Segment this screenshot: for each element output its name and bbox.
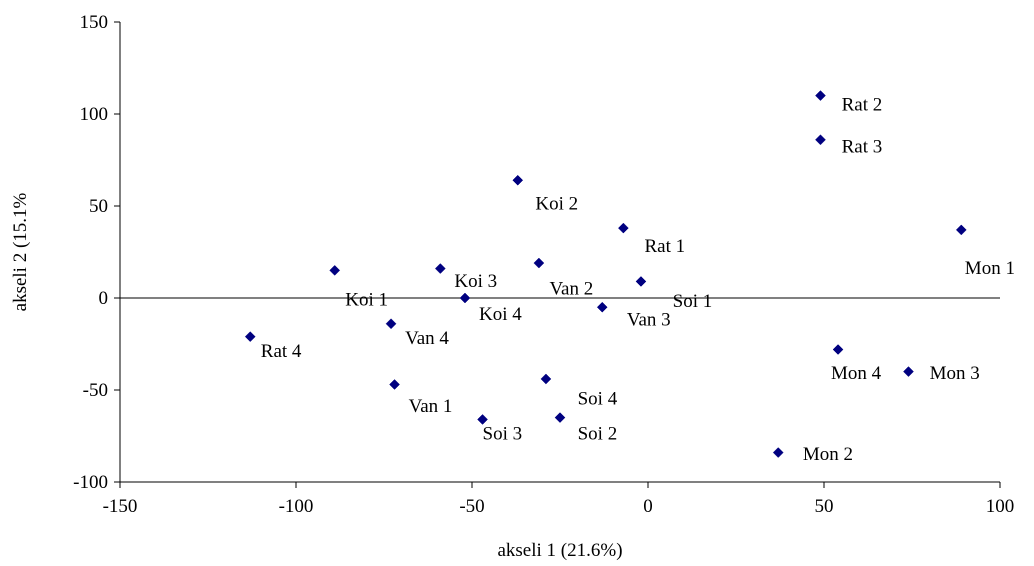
data-point [903,366,914,377]
point-labels: Rat 2 Rat 3 Koi 2 Rat 1 Mon 1 Koi 3 Van 2 Soi 1… [261,94,1015,465]
point-label: Mon 4 [831,363,882,384]
x-tick-label: 0 [643,496,653,517]
point-label: Van 3 [627,310,671,331]
point-label: Mon 1 [965,258,1015,279]
point-label: Koi 4 [479,304,522,325]
point-label: Rat 4 [261,341,302,362]
data-point [618,222,629,234]
y-tick-label: 150 [80,12,109,33]
point-label: Koi 2 [535,194,578,215]
data-point [596,301,608,313]
x-tick-label: 100 [986,496,1015,517]
point-label: Rat 1 [644,236,685,257]
point-label: Van 4 [405,328,449,349]
point-label: Soi 1 [673,291,713,312]
point-label: Mon 3 [930,363,980,384]
data-point [635,276,647,287]
data-point [244,331,256,342]
y-tick-label: 50 [89,196,108,217]
data-point [389,379,400,390]
y-tick-label: 0 [99,288,109,309]
point-label: Soi 3 [483,424,523,445]
x-tick-label: -100 [279,496,314,517]
x-axis-label: akseli 1 (21.6%) [497,540,622,561]
point-label: Rat 2 [842,94,883,115]
data-point [434,263,446,274]
point-label: Koi 1 [345,289,388,310]
y-tick-label: -50 [83,380,108,401]
data-point [533,257,545,269]
data-point [477,414,488,425]
x-tick-label: -150 [103,496,138,517]
point-label: Van 2 [549,278,593,299]
data-point [512,174,524,186]
data-point [832,344,844,355]
data-point [815,90,826,101]
data-point [955,224,967,236]
data-point [772,447,784,458]
data-point [385,318,397,330]
data-points [244,90,967,458]
y-tick-label: -100 [73,472,108,493]
x-tick-label: 50 [815,496,834,517]
point-label: Soi 4 [578,389,618,410]
data-point [554,412,566,423]
data-point [815,134,826,146]
data-point [459,292,471,304]
data-point [540,373,552,385]
point-label: Rat 3 [842,137,883,158]
y-axis-label: akseli 2 (15.1% [10,192,31,311]
y-tick-label: 100 [80,104,109,125]
point-label: Soi 2 [578,424,618,445]
x-tick-label: -50 [459,496,484,517]
point-label: Van 1 [409,396,453,417]
data-point [329,265,341,276]
point-label: Mon 2 [803,444,853,465]
axes: -150 -100 -50 0 50 100 -100 -50 0 50 100 150 [73,12,1014,517]
point-label: Koi 3 [454,271,497,292]
